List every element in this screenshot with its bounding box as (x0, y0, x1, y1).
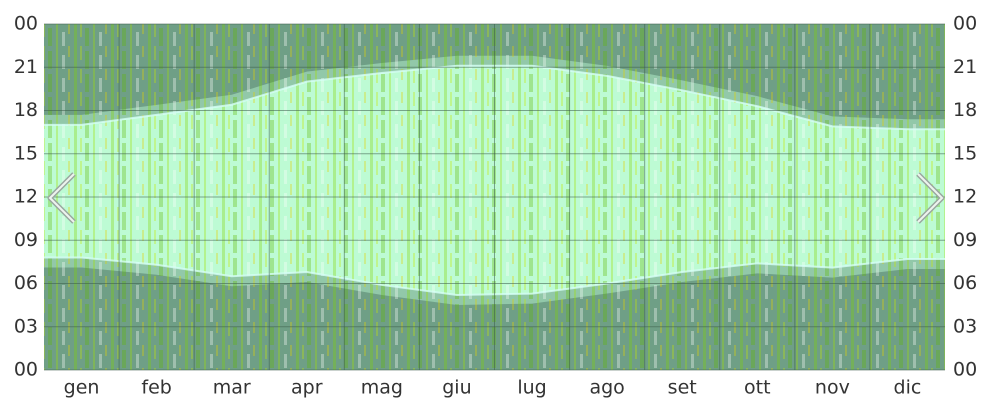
y-tick-label: 15 (14, 142, 38, 164)
x-tick-label: dic (894, 377, 922, 399)
x-tick-label: ott (744, 377, 771, 399)
x-tick-label: gen (64, 377, 100, 399)
x-tick-label: feb (141, 377, 171, 399)
y-tick-label: 06 (14, 272, 38, 294)
y-tick-label: 18 (14, 99, 38, 121)
x-tick-label: nov (815, 377, 850, 399)
y2-tick-label: 15 (953, 142, 977, 164)
x-tick-label: lug (517, 377, 546, 399)
x-tick-label: giu (442, 377, 471, 399)
y2-tick-label: 03 (953, 315, 977, 337)
y-tick-label: 00 (14, 359, 38, 381)
x-tick-label: ago (589, 377, 624, 399)
y2-tick-label: 00 (953, 13, 977, 35)
x-tick-label: set (668, 377, 697, 399)
y-tick-label: 00 (14, 13, 38, 35)
y-tick-label: 12 (14, 186, 38, 208)
x-tick-label: apr (291, 377, 323, 399)
x-tick-label: mar (213, 377, 251, 399)
y2-tick-label: 21 (953, 56, 977, 78)
y2-tick-label: 09 (953, 229, 977, 251)
prev-arrow-inner[interactable] (48, 173, 75, 223)
y2-tick-label: 12 (953, 186, 977, 208)
y-tick-label: 03 (14, 315, 38, 337)
y2-tick-label: 18 (953, 99, 977, 121)
y2-tick-label: 00 (953, 359, 977, 381)
y-tick-label: 09 (14, 229, 38, 251)
next-arrow-inner[interactable] (917, 173, 944, 223)
x-tick-label: mag (361, 377, 403, 399)
y-tick-label: 21 (14, 56, 38, 78)
y2-tick-label: 06 (953, 272, 977, 294)
